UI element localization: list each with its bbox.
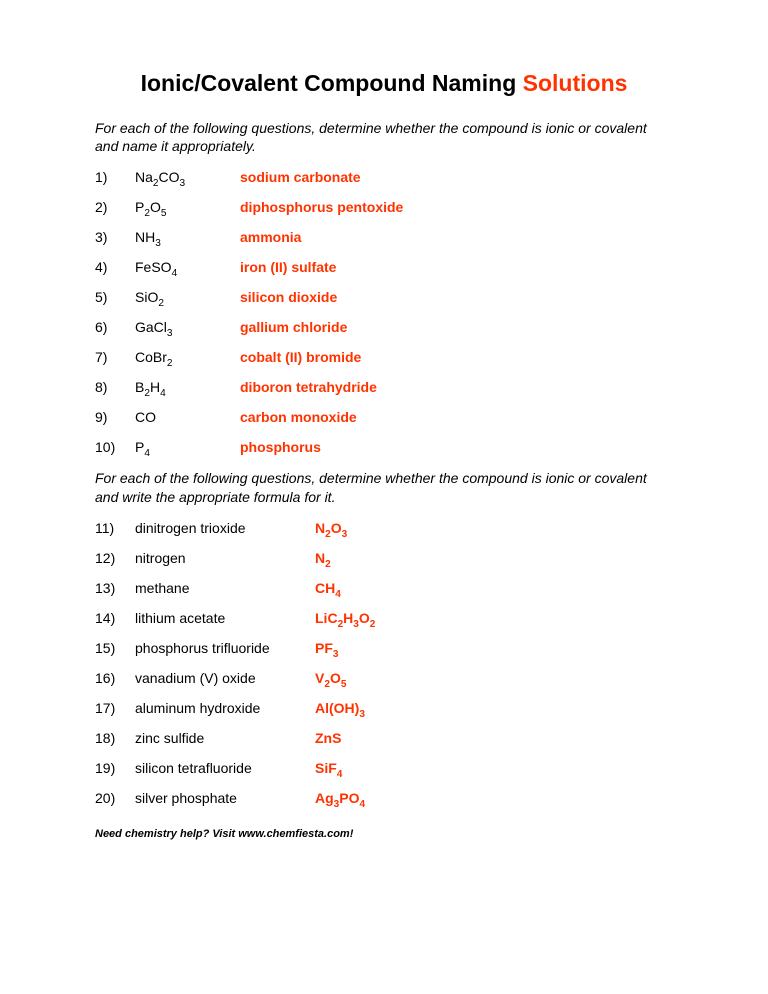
question-row: 8)B2H4diboron tetrahydride	[95, 379, 673, 395]
question-row: 9)COcarbon monoxide	[95, 409, 673, 425]
question-row: 13)methaneCH4	[95, 580, 673, 596]
title-prefix: Ionic/Covalent Compound Naming	[141, 70, 523, 96]
compound-formula-answer: Ag3PO4	[315, 790, 365, 806]
question-number: 8)	[95, 379, 135, 395]
compound-formula: P4	[135, 439, 240, 455]
question-row: 12)nitrogenN2	[95, 550, 673, 566]
question-row: 6)GaCl3gallium chloride	[95, 319, 673, 335]
question-number: 5)	[95, 289, 135, 305]
compound-formula: P2O5	[135, 199, 240, 215]
compound-formula: CO	[135, 409, 240, 425]
footer-text: Need chemistry help? Visit www.chemfiest…	[95, 828, 673, 840]
question-row: 18)zinc sulfideZnS	[95, 730, 673, 746]
compound-name-answer: diboron tetrahydride	[240, 379, 377, 395]
compound-formula: Na2CO3	[135, 169, 240, 185]
question-number: 6)	[95, 319, 135, 335]
question-number: 11)	[95, 520, 135, 536]
instructions-2: For each of the following questions, det…	[95, 469, 673, 505]
question-row: 15)phosphorus trifluoridePF3	[95, 640, 673, 656]
page-title: Ionic/Covalent Compound Naming Solutions	[95, 70, 673, 97]
compound-formula-answer: LiC2H3O2	[315, 610, 375, 626]
compound-name: aluminum hydroxide	[135, 700, 315, 716]
compound-formula: CoBr2	[135, 349, 240, 365]
compound-formula: B2H4	[135, 379, 240, 395]
compound-formula-answer: SiF4	[315, 760, 342, 776]
compound-name-answer: sodium carbonate	[240, 169, 361, 185]
compound-name: silicon tetrafluoride	[135, 760, 315, 776]
question-row: 4)FeSO4iron (II) sulfate	[95, 259, 673, 275]
question-number: 16)	[95, 670, 135, 686]
compound-formula: GaCl3	[135, 319, 240, 335]
question-number: 19)	[95, 760, 135, 776]
compound-name-answer: phosphorus	[240, 439, 321, 455]
question-row: 20)silver phosphateAg3PO4	[95, 790, 673, 806]
question-number: 2)	[95, 199, 135, 215]
question-row: 14)lithium acetateLiC2H3O2	[95, 610, 673, 626]
question-number: 17)	[95, 700, 135, 716]
section-2: 11)dinitrogen trioxideN2O312)nitrogenN21…	[95, 520, 673, 806]
compound-name: dinitrogen trioxide	[135, 520, 315, 536]
compound-formula-answer: CH4	[315, 580, 341, 596]
question-row: 16)vanadium (V) oxideV2O5	[95, 670, 673, 686]
compound-formula-answer: N2O3	[315, 520, 347, 536]
question-number: 9)	[95, 409, 135, 425]
compound-formula-answer: N2	[315, 550, 331, 566]
question-number: 10)	[95, 439, 135, 455]
compound-formula-answer: Al(OH)3	[315, 700, 365, 716]
question-number: 14)	[95, 610, 135, 626]
question-row: 19)silicon tetrafluorideSiF4	[95, 760, 673, 776]
question-number: 3)	[95, 229, 135, 245]
compound-name-answer: iron (II) sulfate	[240, 259, 336, 275]
compound-name: methane	[135, 580, 315, 596]
question-number: 20)	[95, 790, 135, 806]
compound-formula-answer: V2O5	[315, 670, 346, 686]
compound-formula: FeSO4	[135, 259, 240, 275]
compound-name-answer: cobalt (II) bromide	[240, 349, 361, 365]
question-row: 10)P4phosphorus	[95, 439, 673, 455]
question-number: 15)	[95, 640, 135, 656]
compound-formula-answer: ZnS	[315, 730, 341, 746]
compound-name-answer: silicon dioxide	[240, 289, 337, 305]
question-number: 12)	[95, 550, 135, 566]
question-number: 18)	[95, 730, 135, 746]
question-row: 5)SiO2silicon dioxide	[95, 289, 673, 305]
instructions-1: For each of the following questions, det…	[95, 119, 673, 155]
question-number: 13)	[95, 580, 135, 596]
compound-name: nitrogen	[135, 550, 315, 566]
compound-formula-answer: PF3	[315, 640, 339, 656]
compound-name: silver phosphate	[135, 790, 315, 806]
question-row: 1)Na2CO3sodium carbonate	[95, 169, 673, 185]
compound-name: phosphorus trifluoride	[135, 640, 315, 656]
question-row: 7)CoBr2cobalt (II) bromide	[95, 349, 673, 365]
document-page: Ionic/Covalent Compound Naming Solutions…	[0, 0, 768, 870]
question-row: 3)NH3ammonia	[95, 229, 673, 245]
question-number: 4)	[95, 259, 135, 275]
compound-name: lithium acetate	[135, 610, 315, 626]
question-row: 2)P2O5diphosphorus pentoxide	[95, 199, 673, 215]
compound-name-answer: diphosphorus pentoxide	[240, 199, 403, 215]
question-row: 17)aluminum hydroxideAl(OH)3	[95, 700, 673, 716]
question-number: 1)	[95, 169, 135, 185]
compound-name: zinc sulfide	[135, 730, 315, 746]
compound-name-answer: gallium chloride	[240, 319, 347, 335]
section-1: 1)Na2CO3sodium carbonate 2)P2O5diphosphor…	[95, 169, 673, 455]
compound-name: vanadium (V) oxide	[135, 670, 315, 686]
question-row: 11)dinitrogen trioxideN2O3	[95, 520, 673, 536]
compound-formula: SiO2	[135, 289, 240, 305]
compound-formula: NH3	[135, 229, 240, 245]
title-suffix: Solutions	[523, 70, 628, 96]
compound-name-answer: ammonia	[240, 229, 301, 245]
question-number: 7)	[95, 349, 135, 365]
compound-name-answer: carbon monoxide	[240, 409, 357, 425]
